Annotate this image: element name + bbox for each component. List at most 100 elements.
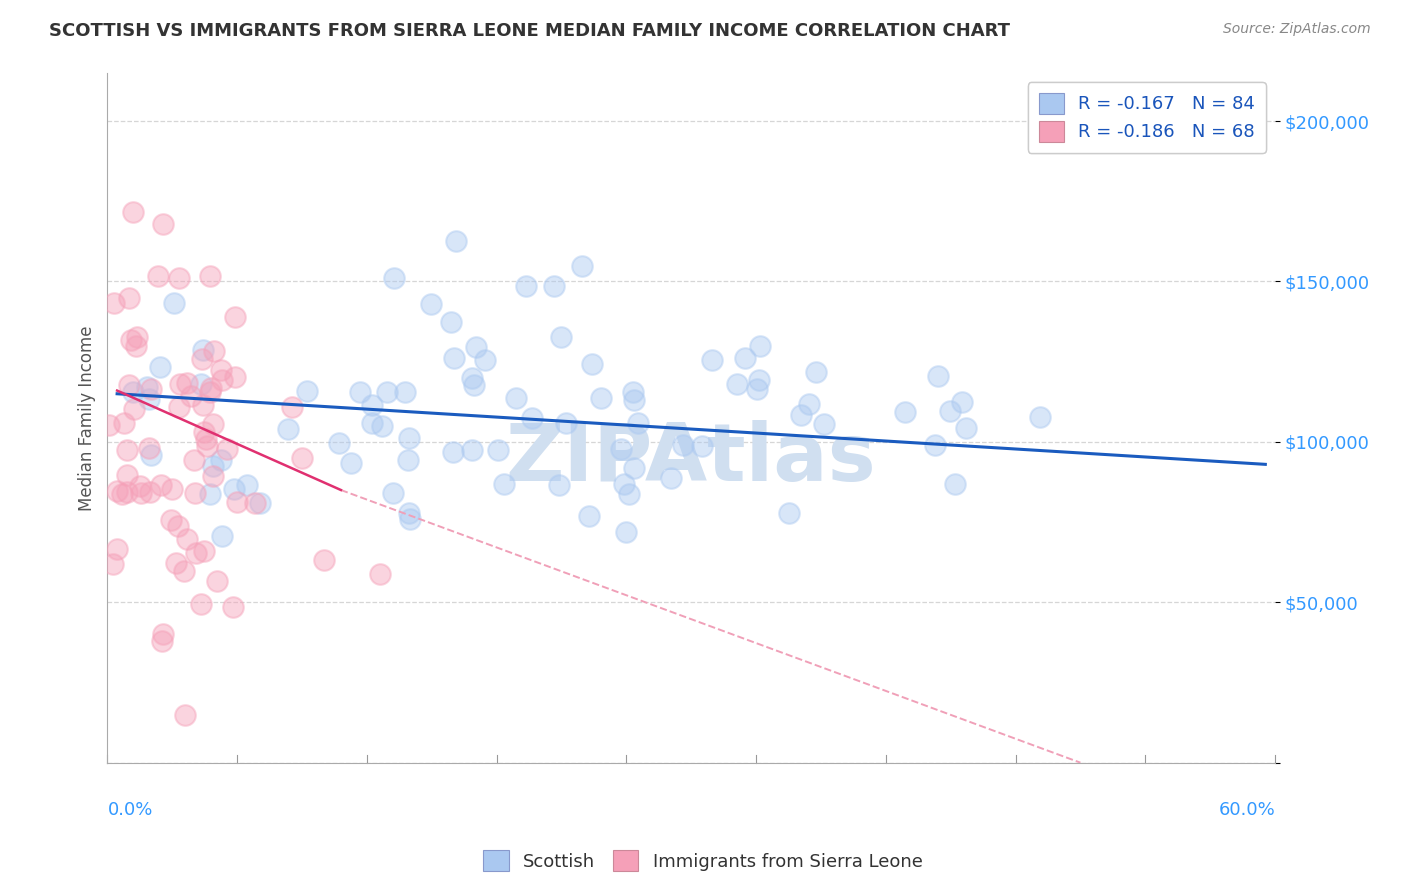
Point bbox=[277, 422, 299, 436]
Point bbox=[623, 393, 645, 408]
Point bbox=[950, 394, 973, 409]
Point bbox=[797, 397, 820, 411]
Point bbox=[103, 296, 125, 310]
Point bbox=[340, 456, 363, 470]
Point bbox=[169, 377, 191, 392]
Point bbox=[394, 385, 416, 400]
Point bbox=[217, 442, 239, 456]
Point bbox=[778, 506, 800, 520]
Point bbox=[659, 471, 682, 485]
Point bbox=[139, 449, 162, 463]
Point bbox=[748, 339, 770, 353]
Point bbox=[105, 484, 128, 499]
Point bbox=[191, 351, 214, 366]
Point bbox=[627, 416, 650, 430]
Point bbox=[152, 217, 174, 231]
Point bbox=[152, 627, 174, 641]
Point bbox=[360, 416, 382, 430]
Point bbox=[195, 433, 218, 447]
Point bbox=[138, 441, 160, 455]
Point bbox=[141, 382, 163, 396]
Point bbox=[224, 482, 246, 496]
Point bbox=[224, 310, 246, 325]
Point bbox=[125, 339, 148, 353]
Point bbox=[190, 597, 212, 611]
Point bbox=[492, 476, 515, 491]
Point bbox=[117, 443, 139, 458]
Point bbox=[396, 452, 419, 467]
Point bbox=[112, 416, 135, 430]
Point bbox=[578, 509, 600, 524]
Point bbox=[328, 435, 350, 450]
Point bbox=[463, 378, 485, 392]
Point bbox=[375, 384, 398, 399]
Point bbox=[167, 519, 190, 533]
Point bbox=[149, 359, 172, 374]
Point bbox=[614, 524, 637, 539]
Text: Source: ZipAtlas.com: Source: ZipAtlas.com bbox=[1223, 22, 1371, 37]
Point bbox=[382, 271, 405, 285]
Point bbox=[186, 545, 208, 559]
Point bbox=[226, 495, 249, 509]
Y-axis label: Median Family Income: Median Family Income bbox=[79, 325, 96, 510]
Point bbox=[136, 380, 159, 394]
Point bbox=[440, 315, 463, 329]
Point bbox=[672, 438, 695, 452]
Point bbox=[120, 334, 142, 348]
Point bbox=[461, 370, 484, 384]
Legend: R = -0.167   N = 84, R = -0.186   N = 68: R = -0.167 N = 84, R = -0.186 N = 68 bbox=[1028, 82, 1265, 153]
Point bbox=[115, 467, 138, 482]
Point bbox=[211, 373, 233, 387]
Point bbox=[486, 442, 509, 457]
Point bbox=[894, 404, 917, 418]
Point bbox=[173, 564, 195, 578]
Point bbox=[444, 235, 467, 249]
Point bbox=[118, 377, 141, 392]
Point bbox=[236, 478, 259, 492]
Point bbox=[360, 398, 382, 412]
Point bbox=[139, 485, 162, 500]
Point bbox=[520, 411, 543, 425]
Point bbox=[281, 401, 304, 415]
Point bbox=[943, 477, 966, 491]
Point bbox=[190, 376, 212, 391]
Text: 60.0%: 60.0% bbox=[1219, 801, 1275, 819]
Point bbox=[419, 297, 441, 311]
Point bbox=[150, 634, 173, 648]
Point bbox=[195, 439, 218, 453]
Point bbox=[129, 479, 152, 493]
Point bbox=[174, 707, 197, 722]
Point bbox=[813, 417, 835, 431]
Point bbox=[124, 401, 146, 416]
Point bbox=[725, 377, 748, 392]
Point bbox=[368, 567, 391, 582]
Point bbox=[167, 271, 190, 285]
Point bbox=[700, 353, 723, 368]
Point bbox=[613, 477, 636, 491]
Point bbox=[176, 376, 198, 390]
Point bbox=[505, 391, 527, 405]
Point bbox=[205, 574, 228, 589]
Point bbox=[924, 438, 946, 452]
Point bbox=[201, 417, 224, 431]
Point bbox=[464, 340, 486, 354]
Point bbox=[543, 278, 565, 293]
Legend: Scottish, Immigrants from Sierra Leone: Scottish, Immigrants from Sierra Leone bbox=[477, 843, 929, 879]
Point bbox=[222, 599, 245, 614]
Point bbox=[690, 439, 713, 453]
Point bbox=[165, 556, 187, 570]
Point bbox=[193, 425, 215, 439]
Point bbox=[160, 483, 183, 497]
Point bbox=[198, 268, 221, 283]
Point bbox=[150, 477, 173, 491]
Point bbox=[201, 469, 224, 483]
Point bbox=[617, 487, 640, 501]
Point bbox=[1029, 410, 1052, 425]
Point bbox=[554, 416, 576, 430]
Point bbox=[474, 352, 496, 367]
Point bbox=[211, 529, 233, 543]
Point bbox=[103, 558, 125, 572]
Point bbox=[734, 351, 756, 365]
Point bbox=[748, 373, 770, 387]
Point bbox=[129, 485, 152, 500]
